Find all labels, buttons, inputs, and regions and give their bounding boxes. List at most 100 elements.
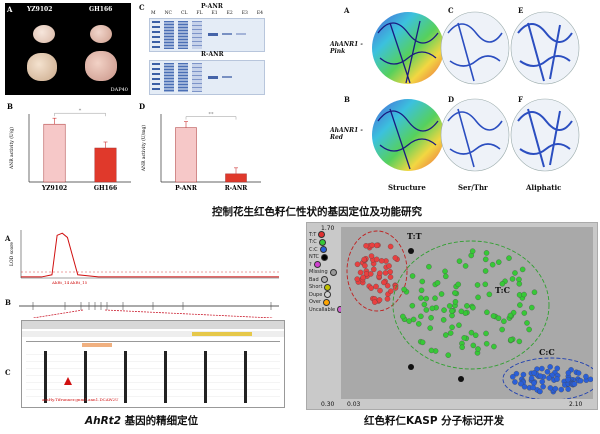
- data-point: [483, 340, 490, 347]
- legend-label: Bad: [309, 276, 319, 283]
- data-point: [382, 270, 389, 276]
- protein-structure-panel: A C E B D F AhANR1 -Pink AhANR1 -Red Str…: [330, 3, 590, 198]
- panel-a-label-right: GH166: [89, 6, 113, 13]
- data-point: [483, 330, 489, 337]
- lane-label: FL: [196, 11, 203, 16]
- sig-mark: **: [209, 112, 215, 118]
- legend-item: ?: [309, 261, 343, 269]
- legend-label: T:T: [309, 231, 317, 238]
- label-pink: AhANR1 -Pink: [330, 41, 363, 55]
- data-point: [377, 270, 383, 277]
- map-letter-b: B: [5, 298, 11, 307]
- panel-c-gels: C P-ANR M NC CL FL E1 E2 E3 E4 R-ANR: [137, 3, 265, 95]
- data-point: [499, 326, 505, 333]
- data-point: [489, 261, 496, 268]
- data-point: [558, 386, 565, 393]
- lane-labels-top: M NC CL FL E1 E2 E3 E4: [151, 11, 263, 17]
- data-point: [496, 259, 502, 265]
- data-point: [520, 371, 527, 378]
- legend-label: Missing: [309, 269, 328, 276]
- gel-bottom: [149, 60, 265, 95]
- kasp-legend: T:T T:C C:C NTC? Missing Bad Short Dupe Over Unca…: [309, 231, 343, 314]
- legend-swatch: [324, 291, 332, 299]
- lod-chart: LOD score AhRt_14 AhRt_15: [9, 230, 279, 285]
- data-point: [565, 386, 571, 392]
- structure-c: [440, 11, 510, 85]
- data-point: [354, 276, 360, 282]
- lod-ylabel: LOD score: [9, 242, 15, 266]
- data-point: [387, 243, 394, 250]
- data-point: [537, 388, 543, 395]
- data-point: [499, 281, 506, 287]
- data-point: [526, 326, 532, 333]
- data-point: [377, 287, 383, 294]
- data-point: [529, 304, 535, 311]
- legend-swatch: [324, 283, 332, 291]
- legend-swatch: [319, 246, 327, 254]
- data-point: [462, 263, 469, 269]
- data-point: [518, 380, 524, 387]
- data-point: [547, 385, 554, 391]
- top-caption: 控制花生红色籽仁性状的基因定位及功能研究: [212, 206, 422, 218]
- data-point: [360, 274, 366, 281]
- structure-f: [510, 98, 580, 172]
- data-point: [521, 291, 527, 298]
- data-point: [440, 317, 447, 323]
- genome-browser: araHy.Tifrunner.gnm1.ann1.DCAW2U: [21, 320, 285, 408]
- structure-e: [510, 11, 580, 85]
- legend-item: Uncallable: [309, 306, 343, 314]
- red-marker: [64, 377, 72, 385]
- data-point: [388, 288, 394, 294]
- caption-aliphatic: Aliphatic: [526, 183, 562, 192]
- legend-list: T:T T:C C:C NTC? Missing Bad Short Dupe Over Unca…: [309, 231, 343, 314]
- data-point: [369, 242, 375, 248]
- legend-label: Uncallable: [309, 306, 336, 313]
- marker-label: AhRt_15: [69, 280, 88, 285]
- y-axis-label: ANR activity (U/mg): [140, 125, 147, 172]
- legend-item: NTC: [309, 253, 343, 262]
- data-point: [423, 295, 430, 302]
- legend-label: T:C: [309, 239, 317, 246]
- data-point: [486, 291, 493, 298]
- data-point: [373, 242, 380, 249]
- structure-d: [440, 98, 510, 172]
- data-point: [491, 343, 497, 350]
- panel-d-chart: D ANR activity (U/mg) P-ANR R-ANR **: [137, 100, 267, 198]
- y-bottom: 0.30: [321, 401, 335, 408]
- legend-swatch: [321, 253, 328, 261]
- ntc-point: [458, 376, 464, 382]
- legend-item: Missing: [309, 268, 343, 277]
- data-point: [482, 281, 489, 288]
- struct-letter: C: [448, 6, 454, 15]
- panel-letter: D: [139, 102, 145, 111]
- kernel-red-1: [33, 25, 55, 43]
- data-point: [368, 253, 375, 259]
- legend-item: Bad: [309, 276, 343, 284]
- data-point: [539, 378, 545, 385]
- ntc-point: [408, 364, 414, 370]
- bar-chart-d: D ANR activity (U/mg) P-ANR R-ANR **: [139, 102, 261, 192]
- data-point: [470, 304, 476, 311]
- cluster-ellipse: [392, 240, 550, 370]
- legend-swatch: [318, 231, 326, 239]
- bar: [175, 127, 197, 183]
- data-point: [392, 255, 399, 261]
- data-point: [416, 321, 422, 327]
- lane-label: E3: [241, 11, 248, 16]
- panel-a-stage: DAP40: [110, 87, 128, 93]
- data-point: [455, 281, 462, 288]
- data-point: [409, 302, 416, 309]
- kasp-plot-svg: [346, 230, 600, 401]
- map-letter-a: A: [5, 234, 11, 243]
- data-point: [368, 285, 374, 291]
- data-point: [387, 274, 394, 280]
- data-point: [490, 313, 497, 319]
- lane-label: E2: [226, 11, 233, 16]
- data-point: [539, 365, 545, 372]
- legend-label: Over: [309, 299, 322, 306]
- data-point: [510, 374, 516, 380]
- data-point: [452, 290, 458, 296]
- legend-swatch: [320, 276, 328, 284]
- x-left: 0.03: [347, 401, 361, 408]
- legend-item: Over: [309, 298, 343, 307]
